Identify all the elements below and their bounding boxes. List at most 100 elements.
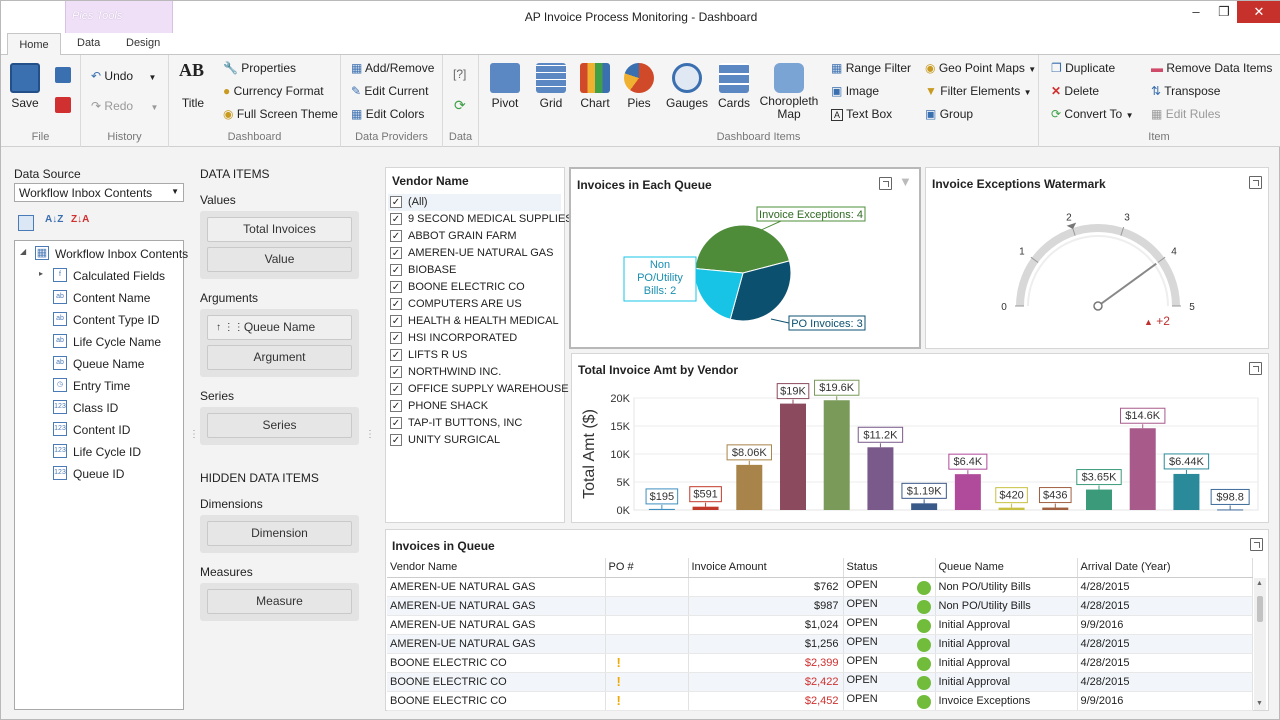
- column-header[interactable]: Queue Name: [935, 558, 1078, 578]
- checkbox-checked-icon[interactable]: ✓: [390, 434, 402, 446]
- value-placeholder[interactable]: Value: [207, 247, 352, 272]
- gauge-panel[interactable]: Invoice Exceptions Watermark 0 1 2 3 4 5 ▲ +2: [925, 167, 1269, 349]
- sort-az-icon[interactable]: A↓Z: [45, 214, 64, 225]
- vendor-filter-item[interactable]: ✓ LIFTS R US: [388, 347, 561, 364]
- bar[interactable]: [736, 464, 763, 510]
- table-row[interactable]: AMEREN-UE NATURAL GAS $762 OPEN Non PO/Util…: [387, 577, 1253, 597]
- grid-scrollbar[interactable]: ▲ ▼: [1254, 578, 1266, 710]
- clear-filter-icon[interactable]: ▼: [899, 174, 912, 189]
- table-row[interactable]: BOONE ELECTRIC CO! $2,399 OPEN Initial Appr…: [387, 653, 1253, 673]
- full-screen-theme-button[interactable]: ◉ Full Screen Theme: [223, 107, 338, 121]
- table-row[interactable]: AMEREN-UE NATURAL GAS $987 OPEN Non PO/Util…: [387, 596, 1253, 616]
- table-row[interactable]: BOONE ELECTRIC CO! $2,422 OPEN Initial Appr…: [387, 672, 1253, 692]
- bar[interactable]: [954, 474, 981, 510]
- pie-slice[interactable]: [729, 260, 792, 322]
- checkbox-checked-icon[interactable]: ✓: [390, 417, 402, 429]
- sort-za-icon[interactable]: Z↓A: [71, 214, 90, 225]
- group-by-type-icon[interactable]: [18, 215, 34, 231]
- export-icon[interactable]: [879, 177, 892, 190]
- vendor-filter-item[interactable]: ✓ COMPUTERS ARE US: [388, 296, 561, 313]
- undo-button[interactable]: ↶ Undo ▼: [91, 69, 157, 83]
- vendor-filter-item[interactable]: ✓ BIOBASE: [388, 262, 561, 279]
- checkbox-checked-icon[interactable]: ✓: [390, 213, 402, 225]
- vendor-filter-item[interactable]: ✓ UNITY SURGICAL: [388, 432, 561, 449]
- checkbox-checked-icon[interactable]: ✓: [390, 400, 402, 412]
- scroll-up-icon[interactable]: ▲: [1256, 580, 1263, 587]
- tab-data[interactable]: Data: [77, 37, 101, 49]
- minimize-button[interactable]: –: [1192, 4, 1200, 19]
- checkbox-checked-icon[interactable]: ✓: [390, 247, 402, 259]
- bar[interactable]: [1217, 509, 1244, 511]
- collapse-icon[interactable]: ◢: [20, 247, 27, 256]
- table-row[interactable]: BOONE ELECTRIC CO! $2,452 OPEN Invoice Exce…: [387, 691, 1253, 711]
- cards-button[interactable]: Cards: [713, 55, 755, 125]
- bar[interactable]: [648, 508, 675, 510]
- filter-elements-button[interactable]: ▼ Filter Elements ▼: [925, 84, 1032, 98]
- currency-format-button[interactable]: ● Currency Format: [223, 84, 324, 98]
- data-source-select[interactable]: Workflow Inbox Contents ▼: [14, 183, 184, 202]
- transpose-button[interactable]: ⇅ Transpose: [1151, 84, 1221, 98]
- column-header[interactable]: Status: [843, 558, 936, 578]
- context-tab[interactable]: Pies Tools: [65, 1, 173, 33]
- series-placeholder[interactable]: Series: [207, 413, 352, 438]
- measure-placeholder[interactable]: Measure: [207, 589, 352, 614]
- add-remove-button[interactable]: ▦ Add/Remove: [351, 61, 435, 75]
- save-close-icon[interactable]: [55, 67, 71, 83]
- edit-rules-button[interactable]: ▦ Edit Rules: [1151, 107, 1221, 121]
- column-header[interactable]: Arrival Date (Year): [1077, 558, 1253, 578]
- pivot-button[interactable]: Pivot: [485, 55, 525, 125]
- title-button[interactable]: AB Title: [179, 60, 205, 110]
- group-button[interactable]: ▣ Group: [925, 107, 974, 121]
- bar[interactable]: [998, 507, 1025, 510]
- bar[interactable]: [780, 403, 806, 510]
- checkbox-checked-icon[interactable]: ✓: [390, 366, 402, 378]
- bar-chart-panel[interactable]: Total Invoice Amt by Vendor Total Amt ($…: [571, 353, 1269, 523]
- table-row[interactable]: AMEREN-UE NATURAL GAS $1,256 OPEN Initial A…: [387, 634, 1253, 654]
- vendor-filter-item[interactable]: ✓ PHONE SHACK: [388, 398, 561, 415]
- remove-data-items-button[interactable]: ▬ Remove Data Items: [1151, 61, 1273, 75]
- export-icon[interactable]: [1249, 176, 1262, 189]
- scroll-thumb[interactable]: [1257, 596, 1263, 622]
- vendor-filter-item[interactable]: ✓ TAP-IT BUTTONS, INC: [388, 415, 561, 432]
- checkbox-checked-icon[interactable]: ✓: [390, 264, 402, 276]
- pies-button[interactable]: Pies: [619, 55, 659, 125]
- convert-to-button[interactable]: ⟳ Convert To ▼: [1051, 107, 1134, 121]
- duplicate-button[interactable]: ❐ Duplicate: [1051, 61, 1116, 75]
- checkbox-checked-icon[interactable]: ✓: [390, 281, 402, 293]
- pie-slice[interactable]: [694, 224, 791, 274]
- bar[interactable]: [692, 506, 719, 510]
- checkbox-checked-icon[interactable]: ✓: [390, 230, 402, 242]
- checkbox-checked-icon[interactable]: ✓: [390, 383, 402, 395]
- close-button[interactable]: ✕: [1237, 1, 1280, 23]
- expand-icon[interactable]: ▸: [39, 269, 44, 278]
- checkbox-checked-icon[interactable]: ✓: [390, 349, 402, 361]
- pie-panel[interactable]: Invoices in Each Queue ▼ Invoice Excepti…: [569, 167, 921, 349]
- vendor-filter-item[interactable]: ✓ AMEREN-UE NATURAL GAS: [388, 245, 561, 262]
- properties-button[interactable]: 🔧 Properties: [223, 61, 296, 75]
- column-header[interactable]: PO #: [605, 558, 689, 578]
- bar[interactable]: [1086, 489, 1112, 510]
- vendor-filter-item[interactable]: ✓ 9 SECOND MEDICAL SUPPLIES: [388, 211, 573, 228]
- bar[interactable]: [823, 400, 850, 510]
- bar[interactable]: [1042, 507, 1069, 510]
- total-invoices-item[interactable]: Total Invoices: [207, 217, 352, 242]
- tab-home[interactable]: Home: [7, 33, 61, 56]
- vendor-filter-item[interactable]: ✓ ABBOT GRAIN FARM: [388, 228, 561, 245]
- vendor-filter-item[interactable]: ✓ HSI INCORPORATED: [388, 330, 561, 347]
- bar[interactable]: [1173, 473, 1200, 510]
- vendor-filter-item[interactable]: ✓ BOONE ELECTRIC CO: [388, 279, 561, 296]
- splitter-grip[interactable]: ⋮: [365, 429, 375, 440]
- refresh-icon[interactable]: ⟳: [454, 97, 466, 113]
- tab-design[interactable]: Design: [126, 37, 161, 49]
- vendor-filter-item[interactable]: ✓ (All): [388, 194, 561, 211]
- delete-button[interactable]: ✕ Delete: [1051, 84, 1100, 98]
- dimension-placeholder[interactable]: Dimension: [207, 521, 352, 546]
- text-box-button[interactable]: A Text Box: [831, 107, 892, 121]
- column-header[interactable]: Vendor Name: [387, 558, 606, 578]
- scroll-down-icon[interactable]: ▼: [1256, 700, 1263, 707]
- redo-button[interactable]: ↷ Redo ▼: [91, 99, 159, 113]
- bar[interactable]: [1129, 428, 1156, 510]
- vendor-filter-item[interactable]: ✓ OFFICE SUPPLY WAREHOUSE: [388, 381, 569, 398]
- export-icon[interactable]: [1249, 362, 1262, 375]
- vendor-filter-item[interactable]: ✓ NORTHWIND INC.: [388, 364, 561, 381]
